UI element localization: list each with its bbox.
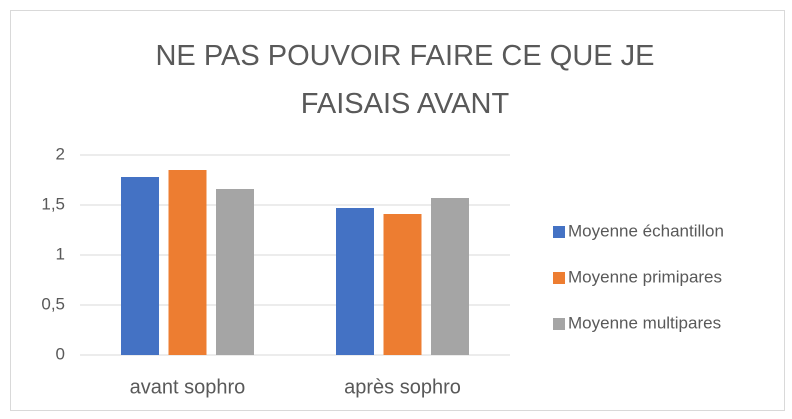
legend-label: Moyenne multipares (568, 313, 721, 332)
legend-swatch (553, 272, 565, 284)
y-tick-label: 2 (56, 144, 65, 163)
y-tick-label: 0,5 (41, 294, 65, 313)
legend-label: Moyenne échantillon (568, 221, 724, 240)
bar (168, 170, 207, 355)
y-tick-label: 0 (56, 344, 65, 363)
bar (121, 177, 159, 355)
bar (383, 214, 422, 355)
chart-title: NE PAS POUVOIR FAIRE CE QUE JE FAISAIS A… (155, 40, 655, 120)
bar (431, 198, 469, 355)
legend-label: Moyenne primipares (568, 267, 722, 286)
legend-swatch (553, 318, 565, 330)
x-tick-label: avant sophro (130, 376, 246, 398)
y-tick-label: 1 (56, 244, 65, 263)
y-tick-label: 1,5 (41, 194, 65, 213)
legend-swatch (553, 226, 565, 238)
bar (336, 208, 374, 355)
x-tick-label: après sophro (344, 376, 461, 398)
bar (216, 189, 254, 355)
